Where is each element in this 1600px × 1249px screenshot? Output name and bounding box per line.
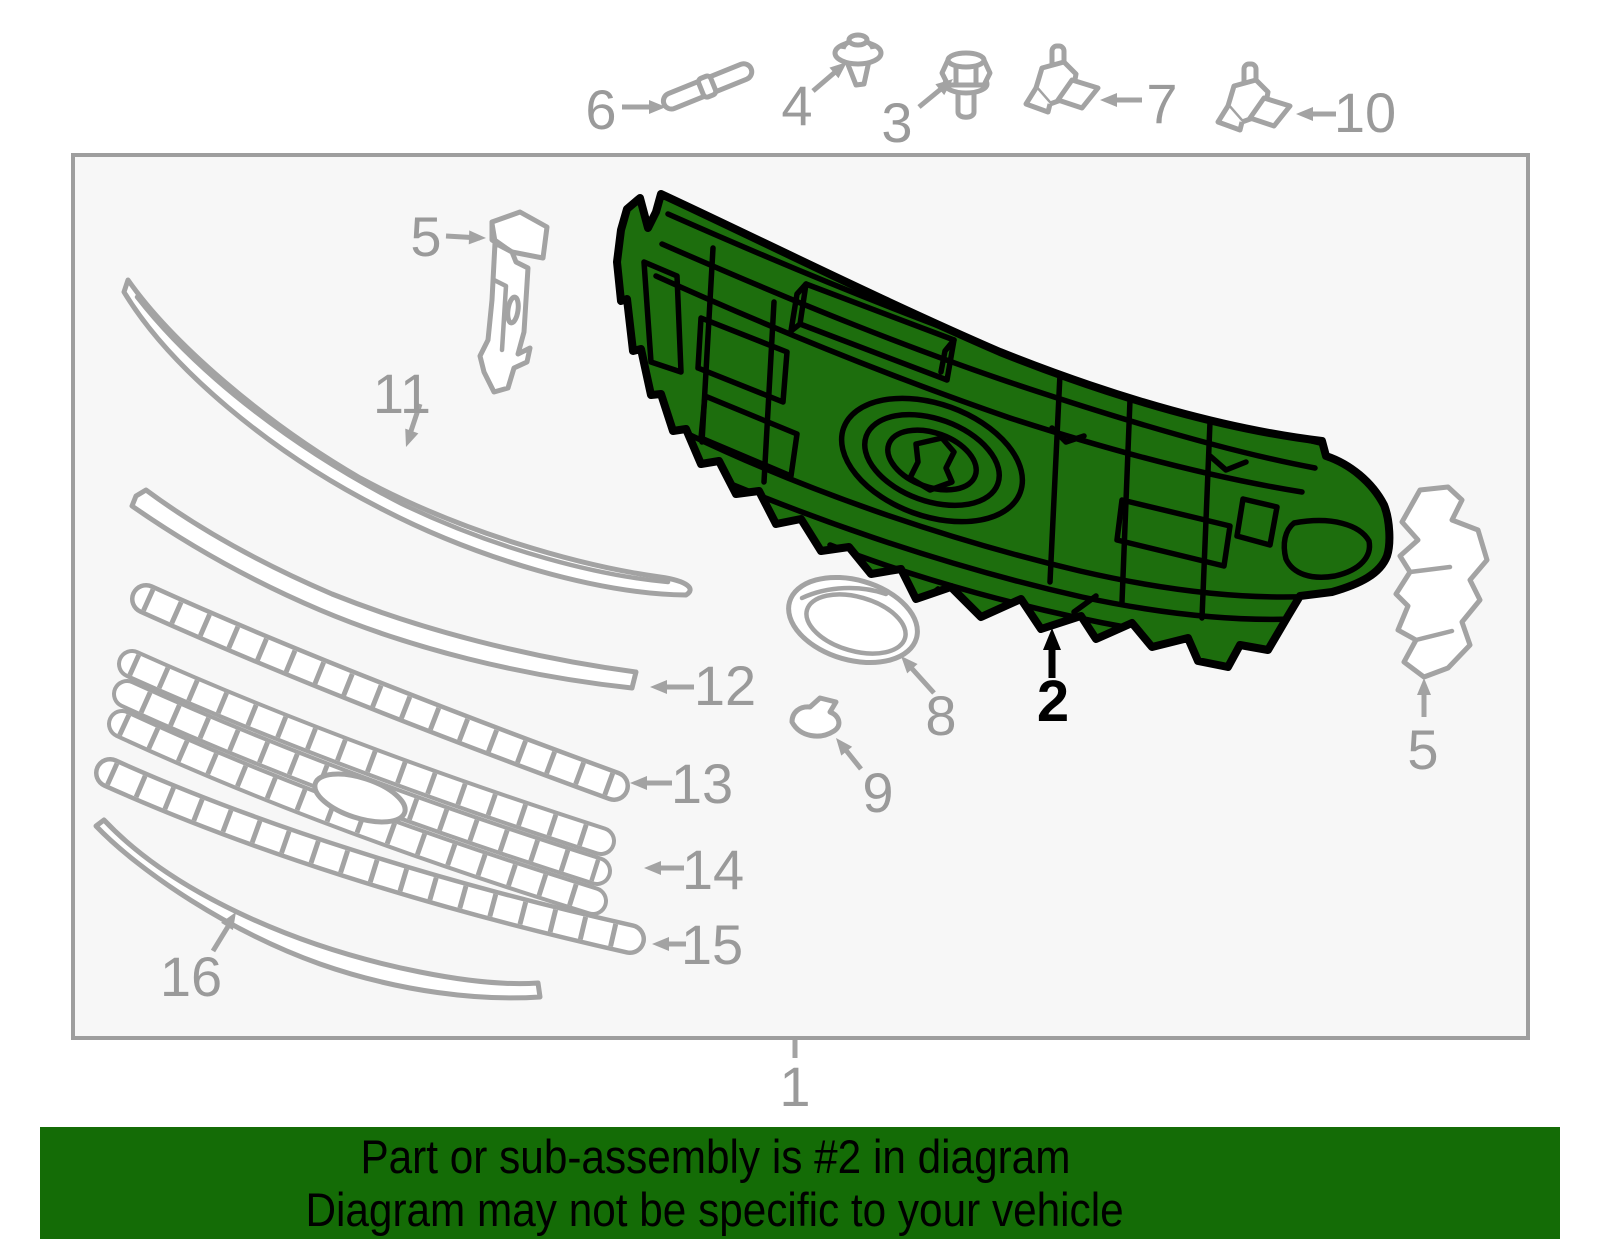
part-6-pin-icon bbox=[660, 61, 755, 112]
part-9-clip bbox=[789, 695, 842, 739]
part-13-bead-chain bbox=[130, 583, 630, 802]
part-2-grille-highlighted[interactable] bbox=[617, 194, 1389, 667]
part-5-left-bracket bbox=[477, 209, 550, 395]
part-3-bolt-icon bbox=[939, 50, 993, 120]
callout-1: 1 bbox=[779, 1055, 811, 1118]
part-4-push-pin-icon bbox=[832, 32, 884, 88]
callout-15: 15 bbox=[680, 913, 744, 976]
part-14-emblem-oval bbox=[312, 771, 408, 825]
part-10-clip-icon bbox=[1218, 64, 1290, 130]
callout-5-left: 5 bbox=[410, 205, 442, 268]
selection-banner: Part or sub-assembly is #2 in diagram Di… bbox=[40, 1127, 1560, 1239]
highlighted-callout-arrow bbox=[1043, 628, 1061, 678]
part-15-bead-chain bbox=[94, 757, 646, 955]
part-11-upper-molding bbox=[121, 277, 693, 598]
callout-6: 6 bbox=[585, 78, 617, 141]
callout-3: 3 bbox=[881, 91, 913, 154]
callout-5-right: 5 bbox=[1407, 718, 1439, 781]
callout-arrows bbox=[210, 62, 1431, 1058]
banner-line-1: Part or sub-assembly is #2 in diagram bbox=[359, 1130, 1070, 1183]
callout-13: 13 bbox=[670, 752, 734, 815]
part-14-mesh-insert bbox=[107, 649, 616, 916]
banner-line-2: Diagram may not be specific to your vehi… bbox=[305, 1183, 1125, 1236]
callout-4: 4 bbox=[781, 74, 813, 137]
part-8-emblem bbox=[786, 574, 920, 666]
callout-11: 11 bbox=[372, 362, 432, 425]
callout-14: 14 bbox=[681, 838, 745, 901]
callout-9: 9 bbox=[862, 761, 894, 824]
callout-2-highlighted: 2 bbox=[1036, 669, 1070, 734]
callout-12: 12 bbox=[693, 654, 757, 717]
part-5-right-bracket bbox=[1393, 484, 1490, 680]
callout-7: 7 bbox=[1146, 72, 1178, 135]
part-12-trim-strip bbox=[129, 487, 639, 691]
callout-16: 16 bbox=[159, 945, 223, 1008]
part-7-clip-icon bbox=[1026, 46, 1098, 112]
callout-10: 10 bbox=[1333, 81, 1397, 144]
callout-8: 8 bbox=[925, 684, 957, 747]
